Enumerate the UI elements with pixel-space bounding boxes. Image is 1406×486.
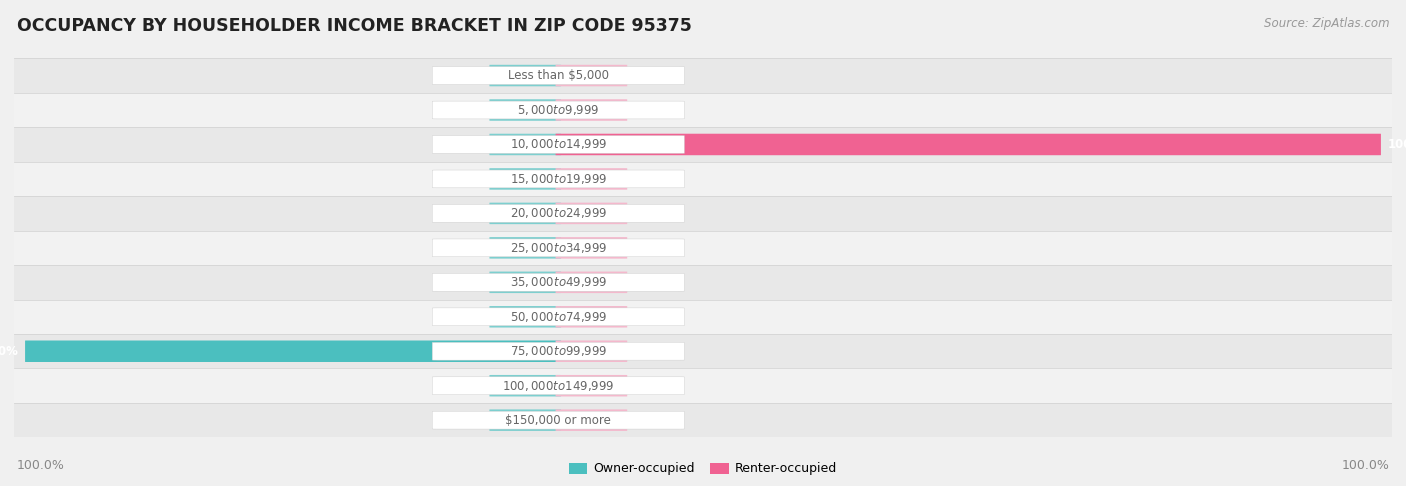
Text: $75,000 to $99,999: $75,000 to $99,999 <box>509 344 607 358</box>
Text: $150,000 or more: $150,000 or more <box>505 414 612 427</box>
Bar <box>14 93 1392 127</box>
Text: 0.0%: 0.0% <box>634 345 664 358</box>
FancyBboxPatch shape <box>489 375 561 397</box>
Text: 0.0%: 0.0% <box>634 104 664 117</box>
Text: $15,000 to $19,999: $15,000 to $19,999 <box>509 172 607 186</box>
Text: 0.0%: 0.0% <box>453 276 482 289</box>
Text: $35,000 to $49,999: $35,000 to $49,999 <box>509 276 607 289</box>
Text: 0.0%: 0.0% <box>634 173 664 186</box>
Text: 0.0%: 0.0% <box>634 69 664 82</box>
Text: Source: ZipAtlas.com: Source: ZipAtlas.com <box>1264 17 1389 30</box>
FancyBboxPatch shape <box>432 377 685 395</box>
Text: 0.0%: 0.0% <box>453 242 482 254</box>
Text: $10,000 to $14,999: $10,000 to $14,999 <box>509 138 607 152</box>
FancyBboxPatch shape <box>432 411 685 429</box>
Text: 0.0%: 0.0% <box>453 138 482 151</box>
Text: OCCUPANCY BY HOUSEHOLDER INCOME BRACKET IN ZIP CODE 95375: OCCUPANCY BY HOUSEHOLDER INCOME BRACKET … <box>17 17 692 35</box>
FancyBboxPatch shape <box>555 65 627 87</box>
FancyBboxPatch shape <box>432 67 685 85</box>
FancyBboxPatch shape <box>555 375 627 397</box>
Text: 100.0%: 100.0% <box>1341 459 1389 472</box>
Bar <box>14 368 1392 403</box>
FancyBboxPatch shape <box>432 101 685 119</box>
FancyBboxPatch shape <box>489 272 561 293</box>
Text: 0.0%: 0.0% <box>453 310 482 323</box>
FancyBboxPatch shape <box>432 136 685 154</box>
FancyBboxPatch shape <box>489 134 561 155</box>
Bar <box>14 58 1392 93</box>
Text: 0.0%: 0.0% <box>634 414 664 427</box>
Text: 0.0%: 0.0% <box>453 173 482 186</box>
Text: 0.0%: 0.0% <box>634 242 664 254</box>
Text: 0.0%: 0.0% <box>453 379 482 392</box>
FancyBboxPatch shape <box>489 409 561 431</box>
Text: 0.0%: 0.0% <box>453 414 482 427</box>
Text: $5,000 to $9,999: $5,000 to $9,999 <box>517 103 599 117</box>
Text: $100,000 to $149,999: $100,000 to $149,999 <box>502 379 614 393</box>
FancyBboxPatch shape <box>432 308 685 326</box>
Text: 100.0%: 100.0% <box>0 345 18 358</box>
Text: 100.0%: 100.0% <box>1388 138 1406 151</box>
FancyBboxPatch shape <box>489 65 561 87</box>
FancyBboxPatch shape <box>555 272 627 293</box>
Text: $25,000 to $34,999: $25,000 to $34,999 <box>509 241 607 255</box>
FancyBboxPatch shape <box>555 409 627 431</box>
Text: 0.0%: 0.0% <box>634 379 664 392</box>
Text: Less than $5,000: Less than $5,000 <box>508 69 609 82</box>
Text: 0.0%: 0.0% <box>634 310 664 323</box>
Text: 0.0%: 0.0% <box>453 104 482 117</box>
FancyBboxPatch shape <box>555 99 627 121</box>
Text: $20,000 to $24,999: $20,000 to $24,999 <box>509 207 607 220</box>
FancyBboxPatch shape <box>432 342 685 360</box>
FancyBboxPatch shape <box>489 237 561 259</box>
Bar <box>14 231 1392 265</box>
FancyBboxPatch shape <box>25 341 561 362</box>
Bar <box>14 334 1392 368</box>
FancyBboxPatch shape <box>555 306 627 328</box>
Bar <box>14 162 1392 196</box>
FancyBboxPatch shape <box>555 203 627 224</box>
Bar <box>14 196 1392 231</box>
Text: 0.0%: 0.0% <box>634 207 664 220</box>
Text: $50,000 to $74,999: $50,000 to $74,999 <box>509 310 607 324</box>
Text: 0.0%: 0.0% <box>634 276 664 289</box>
Bar <box>14 265 1392 299</box>
Text: 0.0%: 0.0% <box>453 207 482 220</box>
FancyBboxPatch shape <box>555 341 627 362</box>
FancyBboxPatch shape <box>489 306 561 328</box>
Bar <box>14 403 1392 437</box>
FancyBboxPatch shape <box>432 274 685 291</box>
Bar <box>14 299 1392 334</box>
FancyBboxPatch shape <box>555 168 627 190</box>
Legend: Owner-occupied, Renter-occupied: Owner-occupied, Renter-occupied <box>564 457 842 481</box>
FancyBboxPatch shape <box>432 239 685 257</box>
FancyBboxPatch shape <box>555 134 1381 155</box>
Text: 100.0%: 100.0% <box>17 459 65 472</box>
FancyBboxPatch shape <box>489 168 561 190</box>
FancyBboxPatch shape <box>489 99 561 121</box>
Text: 0.0%: 0.0% <box>453 69 482 82</box>
FancyBboxPatch shape <box>555 237 627 259</box>
FancyBboxPatch shape <box>432 205 685 222</box>
FancyBboxPatch shape <box>489 203 561 224</box>
FancyBboxPatch shape <box>432 170 685 188</box>
Bar <box>14 127 1392 162</box>
